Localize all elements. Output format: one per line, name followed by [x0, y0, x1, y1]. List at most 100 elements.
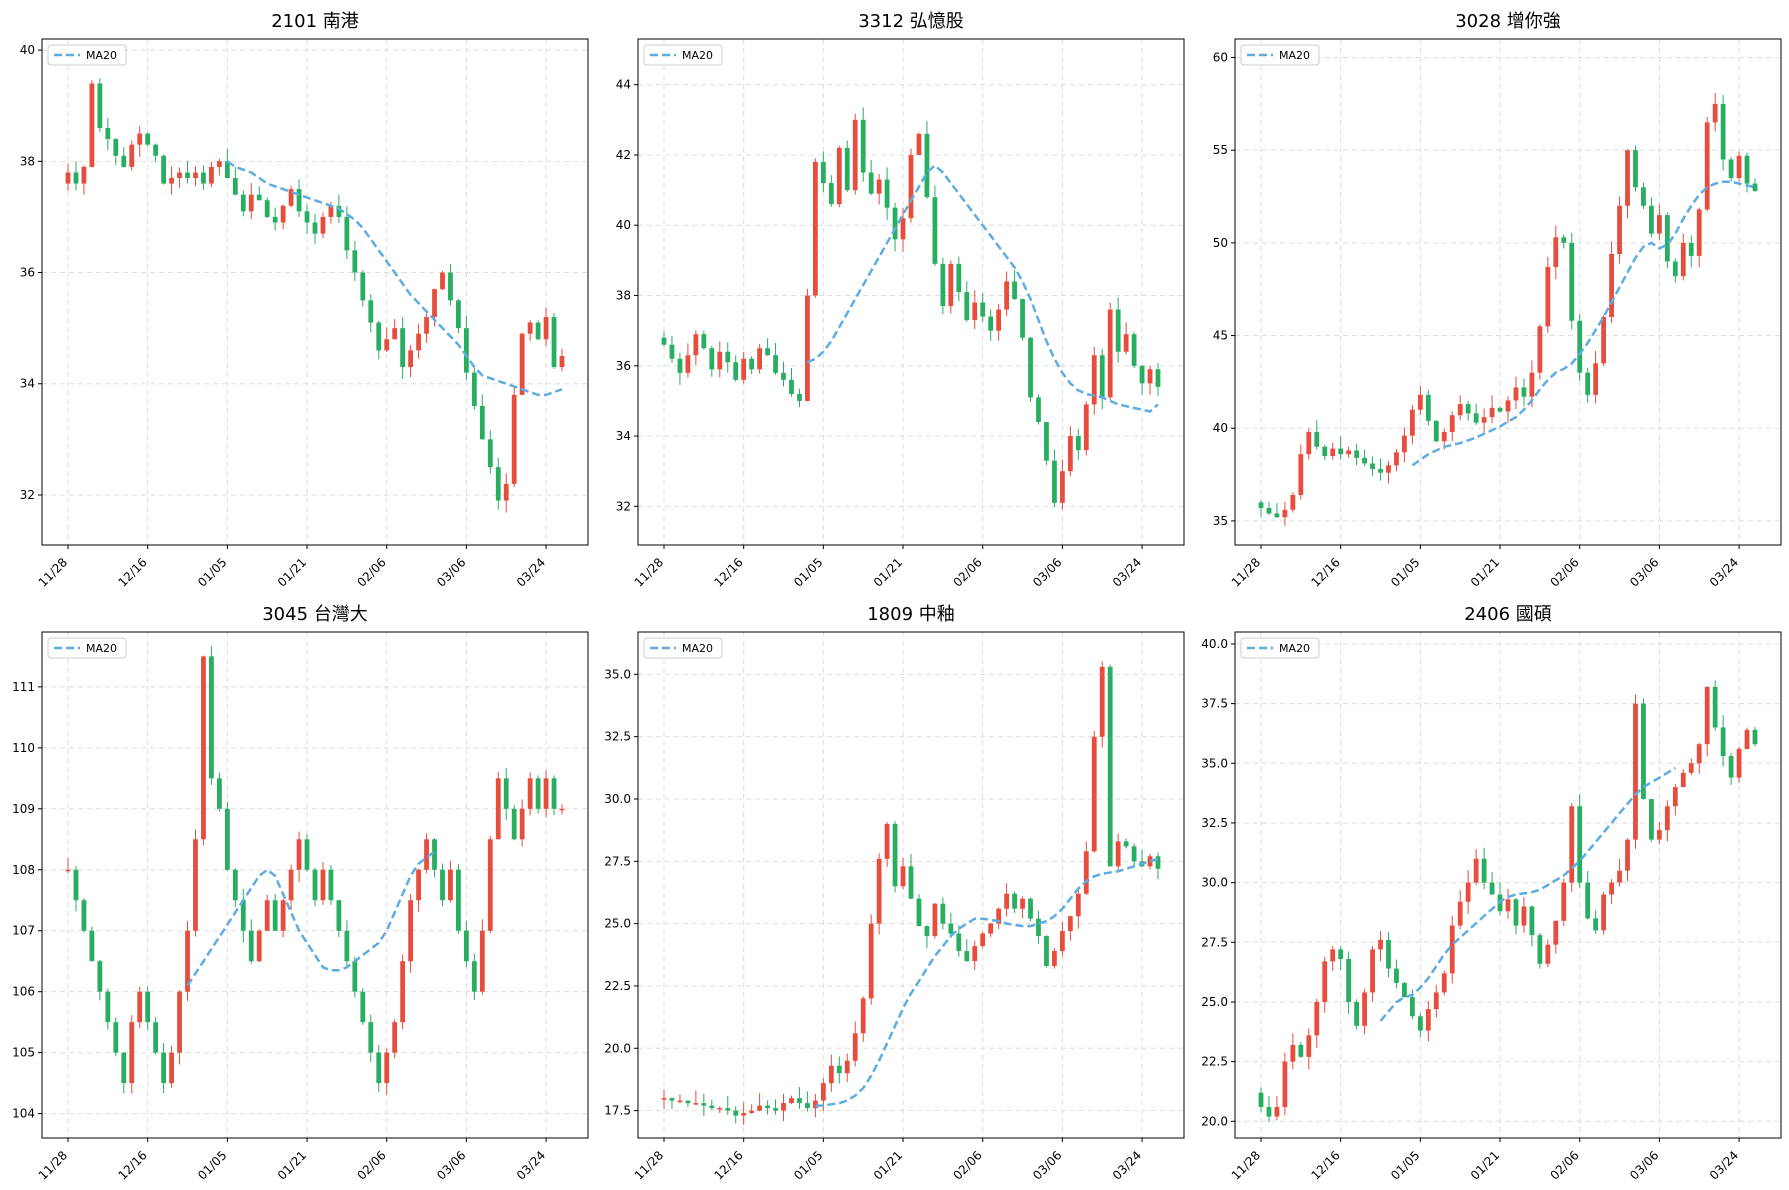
candle-body	[1680, 772, 1686, 788]
candle-body	[479, 405, 485, 440]
candle-body	[980, 302, 986, 317]
candle-body	[1553, 237, 1559, 267]
candle-body	[1059, 471, 1065, 503]
candle-body	[709, 348, 715, 370]
candle-body	[352, 250, 358, 273]
candle-body	[1752, 183, 1758, 191]
candle-body	[1052, 460, 1057, 503]
candle-body	[1425, 1009, 1431, 1031]
candle-body	[424, 317, 429, 334]
legend: MA20	[47, 637, 127, 659]
candle-body	[1075, 436, 1081, 451]
candle-body	[797, 393, 802, 401]
ma20-line	[226, 160, 563, 397]
candle-body	[288, 869, 294, 901]
candle-body	[757, 348, 763, 370]
candle-body	[1020, 898, 1025, 909]
candle-body	[1115, 841, 1121, 867]
candle-body	[471, 372, 477, 406]
candle-body	[892, 823, 898, 887]
candle-body	[65, 172, 71, 184]
ma20-line	[806, 163, 1159, 413]
candle-body	[956, 263, 962, 292]
candle-body	[1036, 918, 1041, 937]
legend: MA20	[47, 44, 127, 66]
x-tick-label: 02/06	[1547, 1148, 1581, 1182]
y-tick-label: 25.0	[1201, 995, 1228, 1009]
candle-body	[161, 155, 167, 184]
candle-body	[400, 328, 406, 368]
candle-body	[980, 933, 986, 947]
x-tick-label: 01/21	[275, 555, 309, 589]
candle-body	[1290, 494, 1296, 510]
x-tick-label: 12/16	[1308, 1148, 1342, 1182]
candle-body	[320, 216, 326, 234]
candle-body	[1513, 387, 1519, 401]
candle-body	[1688, 763, 1694, 773]
candle-body	[757, 1105, 763, 1111]
candle-body	[264, 900, 270, 931]
legend-box	[643, 637, 723, 659]
candle-body	[1274, 1106, 1280, 1117]
candle-body	[1258, 1092, 1264, 1107]
x-tick-label: 03/06	[1030, 1148, 1064, 1182]
candle-body	[1155, 369, 1161, 387]
candle-body	[216, 778, 222, 809]
candle-body	[996, 908, 1002, 924]
candle-body	[1306, 431, 1312, 455]
candle-body	[741, 358, 747, 380]
candle-body	[97, 961, 103, 992]
candle-body	[360, 991, 366, 1023]
candle-body	[1712, 103, 1718, 123]
plot-frame	[637, 38, 1185, 546]
candle-body	[1593, 363, 1599, 395]
candle-body	[1330, 448, 1336, 457]
candle-body	[1394, 968, 1399, 983]
candle-body	[97, 83, 103, 128]
candle-body	[717, 351, 723, 370]
candle-body	[1537, 326, 1543, 373]
candle-body	[1625, 150, 1630, 206]
chart-title: 3028 增你強	[1455, 11, 1561, 32]
y-tick-label: 40	[616, 218, 631, 232]
chart-title: 3045 台灣大	[262, 604, 368, 625]
candle-body	[137, 133, 143, 145]
candle-body	[1641, 703, 1646, 800]
candle-body	[940, 903, 946, 924]
candle-body	[1020, 299, 1025, 338]
y-tick-label: 20.0	[604, 1041, 631, 1055]
candle-body	[1649, 799, 1654, 840]
candle-body	[1633, 703, 1638, 840]
candle-body	[1282, 509, 1288, 518]
candle-body	[256, 194, 262, 201]
legend-box	[1240, 44, 1320, 66]
candle-body	[1537, 935, 1543, 964]
candle-body	[280, 205, 286, 223]
candle-body	[408, 350, 414, 368]
candle-body	[669, 1098, 675, 1101]
y-tick-label: 38	[616, 289, 631, 303]
candle-body	[1417, 394, 1423, 410]
chart-title: 3312 弘憶股	[858, 11, 964, 32]
candle-body	[1545, 266, 1551, 327]
candle-body	[685, 1100, 691, 1104]
y-tick-label: 38	[20, 154, 35, 168]
candle-body	[527, 778, 533, 809]
candle-body	[685, 355, 691, 373]
candle-body	[1712, 686, 1718, 728]
candle-body	[805, 1103, 810, 1109]
y-tick-label: 32	[616, 499, 631, 513]
candle-body	[559, 355, 565, 368]
candle-body	[820, 161, 826, 184]
legend-label: MA20	[86, 49, 117, 62]
legend-label: MA20	[86, 642, 117, 655]
candle-body	[1473, 858, 1479, 883]
candle-body	[1569, 806, 1575, 883]
candle-body	[1641, 187, 1646, 206]
candle-body	[900, 866, 906, 887]
x-tick-label: 11/28	[36, 1148, 70, 1182]
candle-body	[1036, 397, 1041, 423]
candle-body	[884, 179, 890, 208]
candle-body	[669, 344, 675, 359]
candle-body	[1601, 317, 1607, 364]
